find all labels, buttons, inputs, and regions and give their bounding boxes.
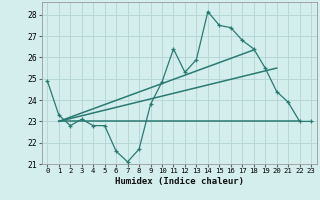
X-axis label: Humidex (Indice chaleur): Humidex (Indice chaleur) [115, 177, 244, 186]
